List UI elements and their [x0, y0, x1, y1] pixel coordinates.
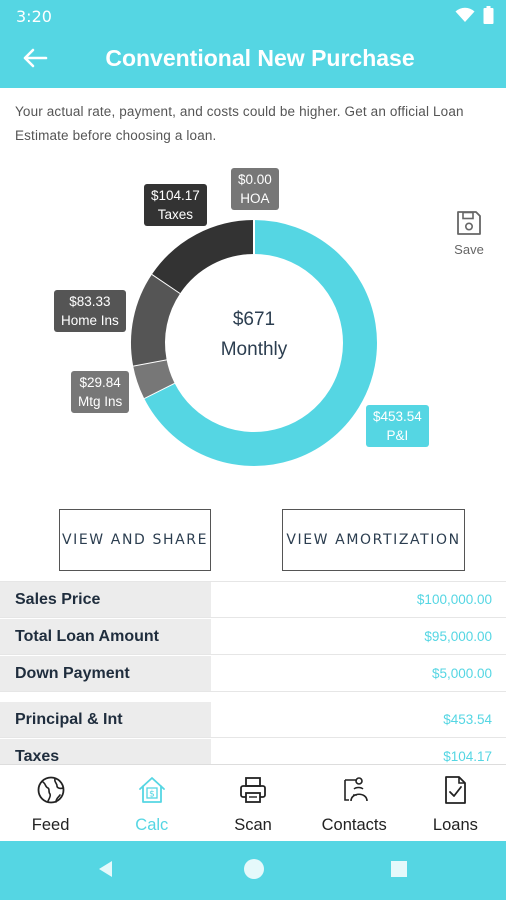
- center-value: $671: [232, 309, 276, 330]
- printer-icon: [238, 775, 268, 810]
- row-value: $95,000.00: [424, 629, 492, 644]
- status-icons: [455, 6, 494, 29]
- table-row: Sales Price $100,000.00: [0, 582, 506, 618]
- donut-slice-p-i: [144, 220, 377, 466]
- payment-donut-chart: $671 Monthly $453.54 P&I $29.84 Mtg Ins …: [0, 155, 506, 495]
- slice-name: P&I: [386, 428, 409, 443]
- slice-amount: $453.54: [373, 409, 422, 424]
- view-and-share-button[interactable]: VIEW AND SHARE: [59, 509, 211, 571]
- center-label: Monthly: [220, 339, 288, 360]
- row-value: $5,000.00: [431, 666, 492, 681]
- slice-label-mtg-ins: $29.84 Mtg Ins: [71, 371, 130, 413]
- table-row: Total Loan Amount $95,000.00: [0, 619, 506, 655]
- house-dollar-icon: $: [137, 775, 167, 810]
- row-value: $453.54: [443, 712, 492, 727]
- triangle-back-icon: [96, 859, 116, 884]
- row-label: Total Loan Amount: [0, 619, 211, 654]
- document-check-icon: [440, 775, 470, 810]
- slice-name: Home Ins: [61, 313, 119, 328]
- nav-label: Scan: [234, 816, 272, 834]
- system-home-button[interactable]: [240, 857, 268, 885]
- contacts-icon: [339, 775, 369, 810]
- row-value: $100,000.00: [416, 592, 492, 607]
- status-bar: 3:20: [0, 0, 506, 32]
- square-recents-icon: [389, 859, 409, 884]
- donut-slice-mtg-ins: [133, 358, 175, 399]
- donut-slice-home-ins: [131, 274, 181, 366]
- floppy-disk-icon: [456, 211, 482, 239]
- slice-separator: [132, 358, 167, 367]
- system-back-button[interactable]: [92, 857, 120, 885]
- page-title: Conventional New Purchase: [105, 45, 415, 71]
- nav-item-contacts[interactable]: Contacts: [304, 765, 405, 841]
- slice-amount: $83.33: [69, 294, 111, 309]
- slice-name: Taxes: [157, 207, 194, 222]
- slice-amount: $29.84: [79, 375, 121, 390]
- slice-label-pi: $453.54 P&I: [366, 405, 429, 447]
- row-label: Down Payment: [0, 656, 211, 691]
- slice-amount: $0.00: [238, 172, 272, 187]
- globe-icon: [36, 775, 66, 810]
- row-label: Taxes: [0, 739, 211, 764]
- circle-home-icon: [242, 857, 266, 886]
- system-recents-button[interactable]: [385, 857, 413, 885]
- section-divider: [0, 693, 506, 702]
- donut-slice-taxes: [152, 220, 255, 294]
- slice-name: HOA: [240, 191, 270, 206]
- table-row: Taxes $104.17: [0, 739, 506, 764]
- row-label: Sales Price: [0, 582, 211, 617]
- slice-label-hoa: $0.00 HOA: [231, 168, 279, 210]
- disclaimer-text: Your actual rate, payment, and costs cou…: [15, 104, 464, 143]
- loan-details-table: Sales Price $100,000.00 Total Loan Amoun…: [0, 581, 506, 764]
- wifi-icon: [455, 7, 475, 28]
- table-row: Principal & Int $453.54: [0, 702, 506, 738]
- nav-label: Contacts: [321, 816, 387, 834]
- slice-amount: $104.17: [151, 188, 200, 203]
- nav-item-loans[interactable]: Loans: [405, 765, 506, 841]
- back-button[interactable]: [18, 44, 52, 76]
- table-row: Down Payment $5,000.00: [0, 656, 506, 692]
- slice-label-home-ins: $83.33 Home Ins: [54, 290, 126, 332]
- battery-icon: [483, 6, 494, 29]
- row-label: Principal & Int: [0, 702, 211, 737]
- slice-name: Mtg Ins: [78, 394, 123, 409]
- slice-label-taxes: $104.17 Taxes: [144, 184, 207, 226]
- chart-center: $671 Monthly: [154, 305, 354, 365]
- nav-item-scan[interactable]: Scan: [202, 765, 303, 841]
- view-amortization-button[interactable]: VIEW AMORTIZATION: [282, 509, 465, 571]
- nav-item-calc[interactable]: $ Calc: [101, 765, 202, 841]
- system-nav-bar: [0, 841, 506, 900]
- donut-svg: [131, 220, 377, 466]
- app-bar: Conventional New Purchase: [0, 32, 506, 88]
- svg-text:$: $: [149, 790, 155, 800]
- nav-label: Loans: [432, 816, 478, 834]
- bottom-nav: Feed $ Calc Scan Contacts Loans: [0, 764, 506, 841]
- status-time: 3:20: [16, 7, 52, 26]
- nav-item-feed[interactable]: Feed: [0, 765, 101, 841]
- save-label: Save: [454, 242, 484, 257]
- arrow-left-icon: [22, 48, 48, 73]
- nav-label: Feed: [31, 816, 70, 834]
- row-value: $104.17: [443, 749, 492, 764]
- nav-label: Calc: [135, 816, 169, 834]
- save-button[interactable]: Save: [448, 210, 490, 257]
